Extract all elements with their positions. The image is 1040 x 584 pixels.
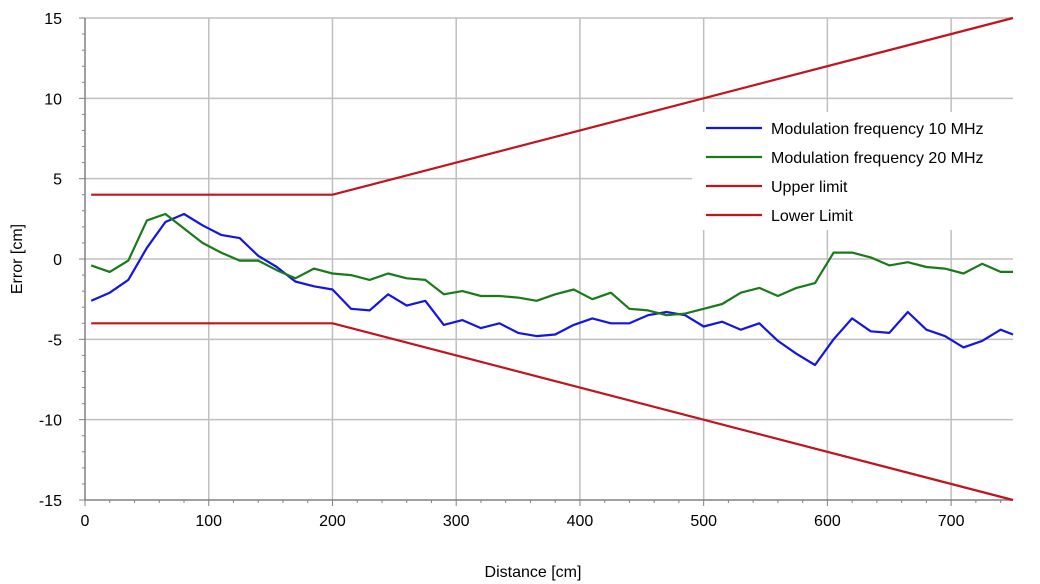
y-tick-label: 5 <box>53 172 62 189</box>
x-tick-label: 0 <box>81 513 90 530</box>
legend-label: Lower Limit <box>771 208 853 225</box>
x-tick-label: 200 <box>319 513 346 530</box>
y-axis-title: Error [cm] <box>9 224 26 294</box>
x-tick-label: 400 <box>567 513 594 530</box>
x-axis-title: Distance [cm] <box>485 564 582 581</box>
legend-label: Modulation frequency 20 MHz <box>771 150 984 167</box>
y-tick-label: -10 <box>39 413 62 430</box>
y-tick-label: 10 <box>44 91 62 108</box>
x-tick-label: 300 <box>443 513 470 530</box>
legend-label: Modulation frequency 10 MHz <box>771 121 984 138</box>
x-tick-label: 500 <box>690 513 717 530</box>
legend: Modulation frequency 10 MHz Modulation fr… <box>692 112 1022 230</box>
y-tick-label: 0 <box>53 252 62 269</box>
x-tick-label: 100 <box>195 513 222 530</box>
y-tick-label: -15 <box>39 493 62 510</box>
y-tick-label: 15 <box>44 11 62 28</box>
x-tick-label: 700 <box>938 513 965 530</box>
legend-label: Upper limit <box>771 179 848 196</box>
y-tick-label: -5 <box>48 332 62 349</box>
x-tick-label: 600 <box>814 513 841 530</box>
